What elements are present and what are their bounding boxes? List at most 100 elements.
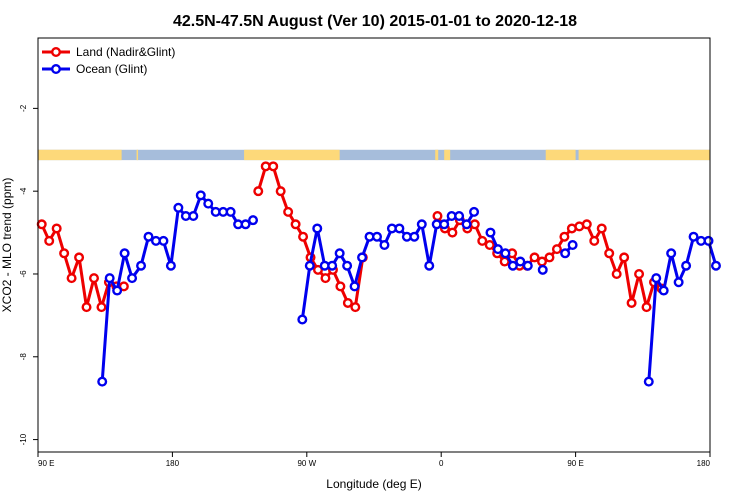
series-layer <box>36 161 721 387</box>
series-ocean-point <box>248 215 259 226</box>
series-land-point <box>611 268 622 279</box>
land-band-segment <box>578 149 710 161</box>
series-ocean-point <box>485 227 496 238</box>
series-land-point <box>66 273 77 284</box>
series-ocean-point <box>666 248 677 259</box>
x-tick-label: 180 <box>697 459 711 468</box>
plot-frame <box>37 37 711 453</box>
series-ocean-point <box>97 376 108 387</box>
series-land-point <box>596 223 607 234</box>
x-tick-label: 90 E <box>38 459 54 468</box>
series-ocean-point <box>643 376 654 387</box>
series-land-point <box>559 231 570 242</box>
ocean-band <box>38 149 710 161</box>
series-ocean-point <box>522 260 533 271</box>
series-ocean-point <box>379 239 390 250</box>
legend-land-marker <box>51 47 62 58</box>
series-land-point <box>335 281 346 292</box>
series-ocean-point <box>225 206 236 217</box>
series-land-point <box>544 252 555 263</box>
y-tick-label: -8 <box>19 353 28 361</box>
legend-ocean-label: Ocean (Glint) <box>76 62 147 76</box>
series-ocean-point <box>461 219 472 230</box>
legend-ocean-marker <box>51 63 62 74</box>
y-axis-label: XCO2 - MLO trend (ppm) <box>0 178 14 313</box>
series-land-point <box>298 231 309 242</box>
series-ocean-point <box>240 219 251 230</box>
series-land-point <box>432 211 443 222</box>
series-land-point <box>36 219 47 230</box>
series-land-point <box>88 273 99 284</box>
series-land-point <box>96 302 107 313</box>
series-ocean-point <box>507 260 518 271</box>
series-ocean-point <box>195 190 206 201</box>
y-tick-label: -4 <box>19 187 28 195</box>
series-land-point <box>529 252 540 263</box>
legend: Land (Nadir&Glint) Ocean (Glint) <box>42 45 175 76</box>
x-axis-label: Longitude (deg E) <box>326 477 421 491</box>
series-ocean-point <box>143 231 154 242</box>
land-band-segment <box>444 149 451 161</box>
series-ocean-point <box>327 260 338 271</box>
series-ocean-point <box>127 273 138 284</box>
series-ocean-point <box>560 248 571 259</box>
series-ocean-point <box>342 260 353 271</box>
series-ocean-point <box>688 231 699 242</box>
land-band-segment <box>244 149 340 161</box>
land-band-segment <box>435 149 439 161</box>
x-tick-label: 90 W <box>297 459 316 468</box>
series-land-point <box>619 252 630 263</box>
series-land-point <box>342 297 353 308</box>
land-band-segment <box>38 149 122 161</box>
series-ocean-point <box>394 223 405 234</box>
series-ocean-point <box>567 239 578 250</box>
land-band-segment <box>136 149 139 161</box>
series-land-point <box>74 252 85 263</box>
series-ocean-point <box>158 235 169 246</box>
series-land-line <box>256 164 365 309</box>
series-ocean-point <box>492 244 503 255</box>
series-land-point <box>268 161 279 172</box>
series-land-point <box>44 235 55 246</box>
series-ocean-point <box>710 260 721 271</box>
x-tick-label: 0 <box>439 459 444 468</box>
y-axis: -2 -4 -6 -8 -10 <box>19 104 38 445</box>
series-ocean-point <box>658 285 669 296</box>
series-ocean-point <box>136 260 147 271</box>
series-ocean-point <box>297 314 308 325</box>
series-ocean-point <box>334 248 345 259</box>
series-ocean-point <box>515 256 526 267</box>
series-ocean-point <box>112 285 123 296</box>
series-land-point <box>447 227 458 238</box>
series-land-point <box>589 235 600 246</box>
series-land-point <box>551 244 562 255</box>
series-land-point <box>350 302 361 313</box>
series-land-point <box>537 256 548 267</box>
landmask-band <box>38 149 710 161</box>
series-land-point <box>118 281 129 292</box>
series-land-point <box>604 248 615 259</box>
series-ocean-point <box>469 206 480 217</box>
y-tick-label: -10 <box>19 433 28 445</box>
series-ocean-point <box>188 211 199 222</box>
series-land-point <box>51 223 62 234</box>
series-ocean-point <box>173 202 184 213</box>
series-land-line <box>40 223 124 309</box>
series-ocean <box>97 190 721 387</box>
series-ocean-point <box>119 248 130 259</box>
series-ocean-point <box>409 231 420 242</box>
series-ocean-point <box>349 281 360 292</box>
series-ocean-point <box>651 273 662 284</box>
series-ocean-point <box>165 260 176 271</box>
series-land-point <box>283 206 294 217</box>
series-ocean-point <box>681 260 692 271</box>
y-tick-label: -6 <box>19 270 28 278</box>
series-land-point <box>59 248 70 259</box>
series-land-point <box>477 235 488 246</box>
chart-title: 42.5N-47.5N August (Ver 10) 2015-01-01 t… <box>173 13 577 30</box>
series-ocean-point <box>104 273 115 284</box>
series-ocean-point <box>439 219 450 230</box>
series-land-point <box>634 268 645 279</box>
series-ocean-line <box>647 235 718 382</box>
series-ocean-point <box>537 264 548 275</box>
